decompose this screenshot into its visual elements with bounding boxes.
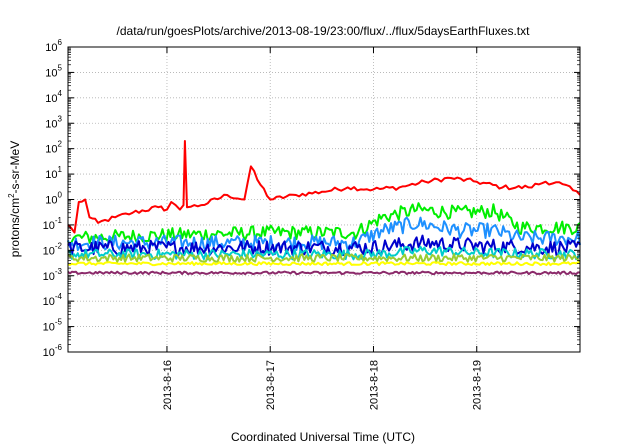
y-tick-label: 102 [45,140,62,156]
y-tick-label: 106 [45,38,62,54]
y-tick-label: 10-1 [43,216,63,232]
series-line-7 [67,261,581,267]
chart-title: /data/run/goesPlots/archive/2013-08-19/2… [117,24,531,38]
y-tick-label: 103 [45,114,62,130]
series-line-1 [67,140,581,234]
y-tick-label: 10-4 [43,292,63,308]
series-layer [67,140,581,276]
series-line-4 [67,234,581,257]
y-tick-label: 10-2 [43,241,63,257]
x-tick-label: 2013-8-16 [162,360,174,410]
series-line-2 [67,202,581,247]
y-tick-label: 104 [45,89,62,105]
y-tick-label: 100 [45,191,62,207]
y-tick-label: 10-6 [43,343,63,359]
y-tick-label: 105 [45,63,62,79]
y-tick-label: 101 [45,165,62,181]
x-axis-label: Coordinated Universal Time (UTC) [231,430,415,444]
y-axis-label: protons/cm2-s-sr-MeV [7,141,22,257]
grid-layer [68,47,580,352]
x-axis: 2013-8-16 2013-8-17 2013-8-18 2013-8-19 [162,47,484,410]
series-line-6 [67,253,581,263]
y-tick-label: 10-5 [43,318,63,334]
series-line-8 [67,270,581,276]
x-tick-label: 2013-8-17 [265,360,277,410]
y-axis: 10-6 10-5 10-4 10-3 10-2 10-1 100 101 102 103 104 1… [43,38,580,359]
x-tick-label: 2013-8-18 [368,360,380,410]
x-tick-label: 2013-8-19 [472,360,484,410]
y-tick-label: 10-3 [43,267,63,283]
